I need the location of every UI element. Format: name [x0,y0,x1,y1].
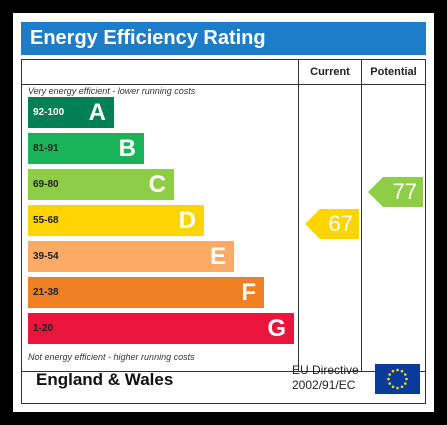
band-range: 55-68 [33,215,59,226]
band-letter: C [148,171,166,198]
potential-rating-value: 77 [392,179,417,204]
band-g: 1-20 G [28,313,294,344]
header-divider [22,84,425,85]
band-a: 92-100 A [28,97,114,128]
arrow-shape-icon [368,177,423,207]
efficient-note: Very energy efficient - lower running co… [28,86,196,96]
inefficient-note: Not energy efficient - higher running co… [28,352,195,362]
band-range: 81-91 [33,143,59,154]
current-rating-value: 67 [328,211,353,236]
chart-title: Energy Efficiency Rating [21,22,426,55]
band-letter: B [118,135,136,162]
column-divider-potential [361,60,362,372]
band-d: 55-68 D [28,205,204,236]
footer-divider [22,371,425,372]
band-b: 81-91 B [28,133,144,164]
energy-rating-card: Energy Efficiency Rating Current Potenti… [13,13,434,412]
band-e: 39-54 E [28,241,234,272]
current-column-header: Current [310,66,350,78]
eu-directive-line1: EU Directive [292,363,359,377]
band-letter: D [178,207,196,234]
potential-column-header: Potential [370,66,417,78]
band-range: 39-54 [33,251,59,262]
eu-flag-icon [375,364,420,394]
band-range: 69-80 [33,179,59,190]
arrow-shape-icon [305,209,359,239]
eu-directive-line2: 2002/91/EC [292,378,356,392]
band-letter: A [88,99,106,126]
band-range: 92-100 [33,107,65,118]
band-f: 21-38 F [28,277,264,308]
band-letter: G [267,315,286,342]
potential-rating-arrow: 77 [368,177,423,207]
band-letter: F [241,279,256,306]
band-letter: E [209,243,226,270]
current-rating-arrow: 67 [305,209,359,239]
band-range: 21-38 [33,287,59,298]
rating-grid: Current Potential Very energy efficient … [21,59,426,404]
eu-directive: EU Directive 2002/91/EC [292,363,359,393]
region-label: England & Wales [36,370,174,389]
band-c: 69-80 C [28,169,174,200]
band-range: 1-20 [33,323,54,334]
column-divider-current [298,60,299,372]
